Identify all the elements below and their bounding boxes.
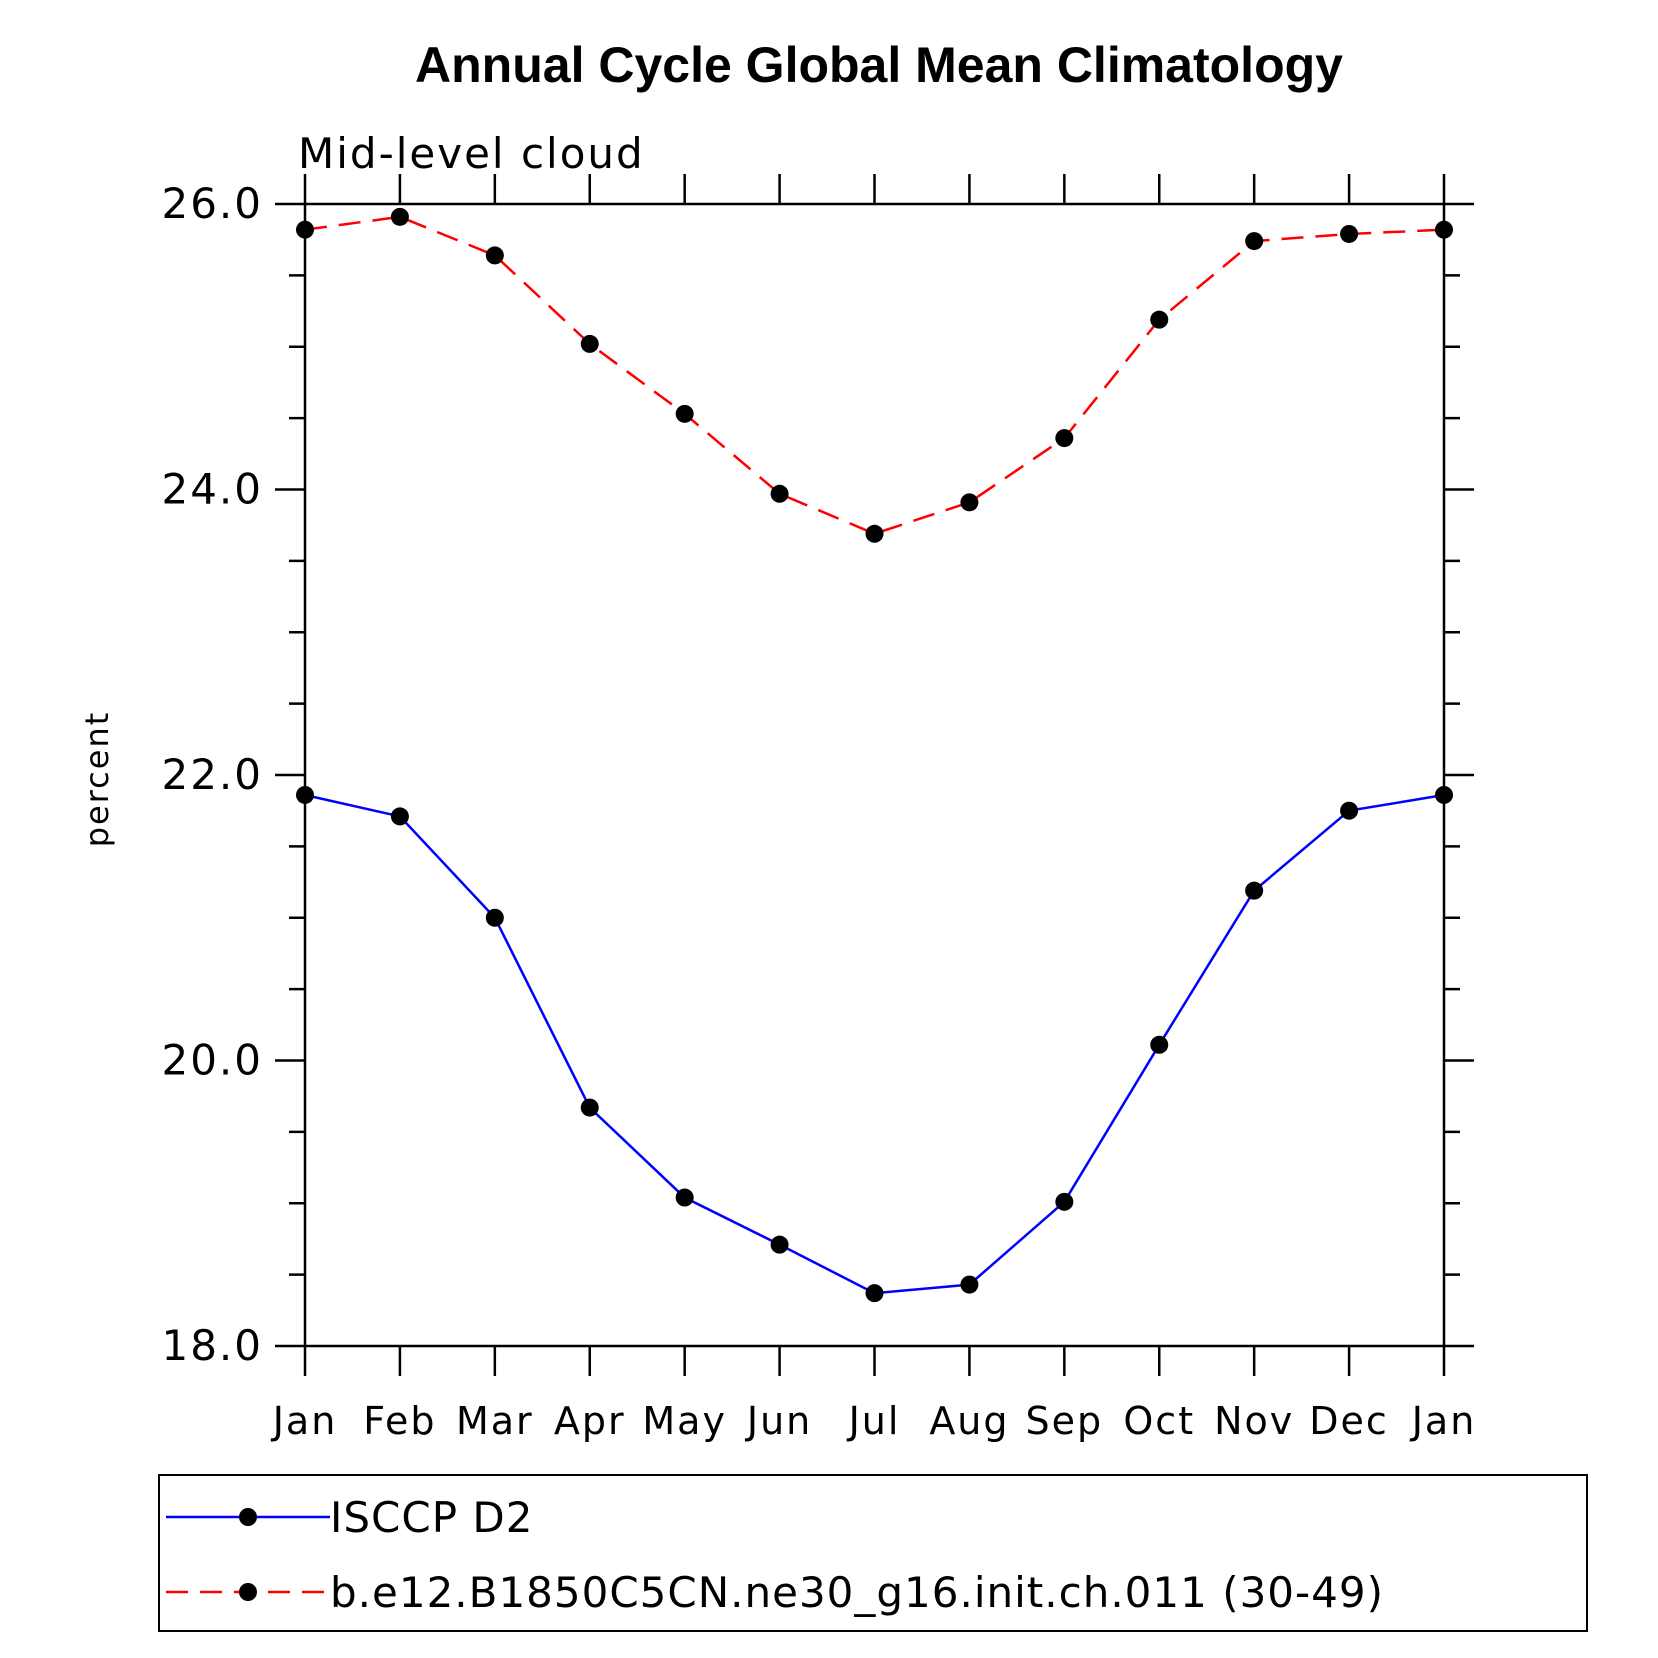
data-point [1245, 232, 1264, 251]
data-point [296, 785, 314, 804]
data-point [960, 493, 979, 512]
y-tick-label: 26.0 [161, 179, 263, 228]
data-point [1150, 1035, 1169, 1054]
y-tick-label: 18.0 [161, 1321, 263, 1370]
data-point [675, 404, 694, 423]
y-tick-label: 20.0 [161, 1036, 263, 1085]
data-point [580, 334, 599, 353]
x-tick-label: Jan [271, 1399, 338, 1443]
legend-box [158, 1474, 1588, 1632]
chart-subtitle: Mid-level cloud [298, 129, 645, 178]
chart-title: Annual Cycle Global Mean Climatology [415, 37, 1343, 93]
legend: ISCCP D2 b.e12.B1850C5CN.ne30_g16.init.ch… [158, 1474, 1588, 1632]
x-tick-label: Mar [456, 1399, 534, 1443]
data-point [296, 220, 314, 239]
x-tick-label: Oct [1123, 1399, 1195, 1443]
data-point [770, 484, 789, 503]
x-tick-label: Sep [1026, 1399, 1104, 1443]
data-point [390, 807, 409, 826]
legend-label: b.e12.B1850C5CN.ne30_g16.init.ch.011 (30… [330, 1568, 1384, 1617]
data-point [1055, 1192, 1074, 1211]
series-line [304, 793, 1445, 1295]
series-2 [296, 207, 1453, 543]
legend-label: ISCCP D2 [330, 1493, 533, 1542]
series-1 [296, 785, 1453, 1303]
plot-frame [303, 202, 1446, 1348]
data-point [1055, 429, 1074, 448]
series-line [304, 215, 1445, 536]
data-point [675, 1188, 694, 1207]
data-point [580, 1098, 599, 1117]
x-tick-label: Aug [929, 1399, 1009, 1443]
legend-marker [239, 1583, 257, 1601]
data-point [1340, 224, 1359, 243]
y-tick-label: 24.0 [161, 465, 263, 514]
data-point [1245, 881, 1264, 900]
y-axis-label: percent [78, 711, 116, 848]
data-point [485, 908, 504, 927]
series-layer [296, 207, 1453, 1303]
data-point [485, 246, 504, 265]
data-point [1435, 785, 1453, 804]
data-point [770, 1235, 789, 1254]
plot-axes: 18.0 20.0 22.0 24.0 26.0 Jan Feb Mar Apr May Jun Ju… [161, 174, 1477, 1443]
data-point [865, 524, 884, 543]
x-tick-label: May [642, 1399, 727, 1443]
x-tick-label: Feb [363, 1399, 436, 1443]
data-point [1150, 310, 1169, 329]
x-tick-label: Jun [745, 1399, 812, 1443]
data-point [1435, 220, 1453, 239]
x-tick-label: Nov [1214, 1399, 1294, 1443]
data-point [960, 1275, 979, 1294]
x-tick-label: Jul [847, 1399, 901, 1443]
data-point [865, 1284, 884, 1303]
y-tick-label: 22.0 [161, 750, 263, 799]
x-tick-label: Jan [1410, 1399, 1477, 1443]
data-point [1340, 801, 1359, 820]
legend-marker [239, 1508, 257, 1526]
x-tick-label: Dec [1309, 1399, 1389, 1443]
data-point [390, 207, 409, 226]
x-tick-label: Apr [554, 1399, 626, 1443]
